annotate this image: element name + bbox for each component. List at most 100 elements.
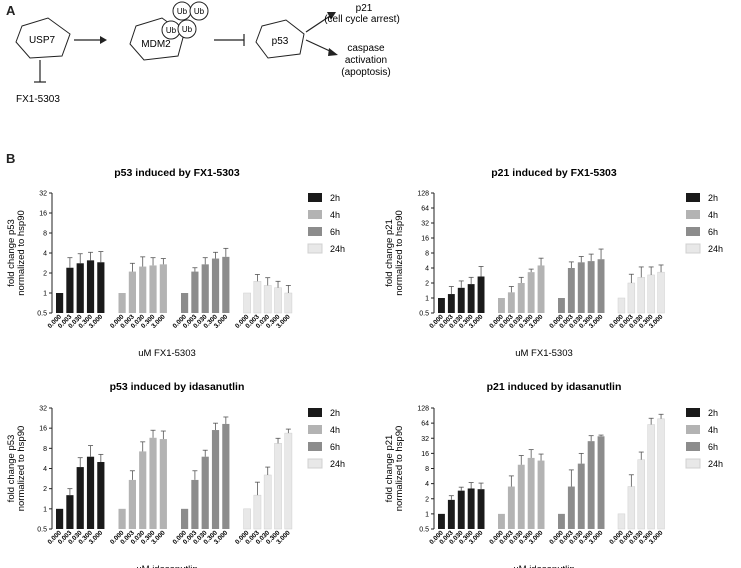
- bar-6h: [181, 293, 189, 313]
- legend-swatch-4h: [308, 425, 322, 434]
- bar-24h: [657, 271, 665, 314]
- y-tick-label: 1: [43, 506, 47, 513]
- y-tick-label: 4: [425, 481, 429, 488]
- bar-6h: [587, 261, 595, 313]
- legend-swatch-6h: [308, 227, 322, 236]
- legend-label-24h: 24h: [330, 244, 345, 254]
- bar-4h: [527, 457, 535, 529]
- legend-label-4h: 4h: [708, 210, 718, 220]
- legend-swatch-2h: [686, 193, 700, 202]
- arrow-p53-caspase: [305, 39, 333, 53]
- legend-swatch-4h: [308, 210, 322, 219]
- ub-circle-3: [189, 1, 209, 21]
- bar-24h: [627, 282, 636, 314]
- bar-4h: [517, 283, 525, 313]
- legend-label-24h: 24h: [708, 244, 723, 254]
- bar-4h: [139, 266, 147, 313]
- bar-6h: [222, 256, 230, 313]
- p53-label: p53: [272, 36, 289, 47]
- bar-2h: [477, 489, 485, 529]
- p53-node: [255, 19, 305, 59]
- bar-2h: [97, 462, 105, 529]
- bar-4h: [149, 437, 157, 529]
- pathway-diagram: USP7 FX1-5303 MDM2 Ub Ub Ub Ub p53 p21 (…: [15, 1, 400, 105]
- bar-24h: [253, 281, 262, 314]
- bar-2h: [56, 293, 64, 313]
- bar-4h: [149, 265, 157, 313]
- y-axis-label-line1: fold change p53: [6, 435, 17, 503]
- y-axis-label-line1: fold change p21: [384, 435, 395, 503]
- legend-swatch-24h: [307, 243, 323, 254]
- y-tick-label: 64: [421, 206, 429, 213]
- bar-24h: [637, 277, 645, 314]
- legend-label-6h: 6h: [708, 227, 718, 237]
- bar-6h: [201, 264, 209, 313]
- bar-24h: [284, 432, 293, 530]
- bar-6h: [191, 271, 199, 313]
- bar-6h: [567, 486, 575, 529]
- legend-label-2h: 2h: [330, 408, 340, 418]
- chart-p21-fx1: p21 induced by FX1-5303 0.5 1 2 4 8 16 32 64 128 f…: [370, 160, 741, 359]
- usp7-label: USP7: [29, 35, 56, 46]
- bar-4h: [159, 439, 167, 529]
- y-tick-label: 1: [425, 296, 429, 303]
- legend-swatch-2h: [308, 193, 322, 202]
- legend-swatch-2h: [308, 408, 322, 417]
- bar-24h: [617, 297, 626, 314]
- chart-title: p21 induced by FX1-5303: [491, 167, 617, 179]
- bar-6h: [577, 262, 585, 313]
- bar-24h: [284, 292, 293, 314]
- bar-4h: [118, 293, 126, 313]
- y-tick-label: 1: [425, 511, 429, 518]
- y-tick-label: 128: [417, 406, 429, 413]
- bar-24h: [263, 474, 272, 530]
- bar-2h: [467, 284, 475, 313]
- y-tick-label: 16: [421, 236, 429, 243]
- y-axis-label-line2: normalized to hsp90: [16, 426, 27, 512]
- legend-label-6h: 6h: [330, 227, 340, 237]
- ub-text-1: Ub: [166, 26, 177, 35]
- bar-2h: [438, 513, 445, 529]
- bar-4h: [498, 298, 505, 313]
- y-tick-label: 32: [421, 436, 429, 443]
- y-tick-label: 0.5: [419, 311, 429, 318]
- legend-label-4h: 4h: [330, 425, 340, 435]
- y-axis-label-line2: normalized to hsp90: [394, 426, 405, 512]
- bar-24h: [263, 285, 272, 314]
- legend-label-4h: 4h: [330, 210, 340, 220]
- bar-6h: [567, 268, 575, 313]
- bar-6h: [577, 463, 585, 529]
- chart-title: p21 induced by idasanutlin: [487, 381, 622, 393]
- bar-24h: [243, 292, 251, 314]
- ub-text-4: Ub: [182, 25, 193, 34]
- bar-6h: [181, 508, 189, 529]
- bar-6h: [211, 258, 220, 313]
- bar-4h: [139, 451, 147, 529]
- apoptosis-text: (apoptosis): [341, 67, 390, 78]
- y-tick-label: 2: [43, 486, 47, 493]
- bar-4h: [118, 508, 126, 529]
- x-axis-label: uM FX1-5303: [515, 348, 573, 359]
- y-tick-label: 16: [39, 426, 47, 433]
- y-tick-label: 32: [421, 221, 429, 228]
- y-tick-label: 8: [43, 231, 47, 238]
- panel-a-label: A: [6, 3, 16, 18]
- bar-6h: [558, 298, 565, 313]
- bar-6h: [597, 436, 605, 529]
- y-tick-label: 4: [43, 251, 47, 258]
- bar-2h: [56, 508, 64, 529]
- arrow-head-1: [100, 36, 107, 44]
- legend-swatch-6h: [308, 442, 322, 451]
- y-tick-label: 8: [425, 251, 429, 258]
- bar-6h: [558, 513, 565, 529]
- chart-p21-idasanutlin: p21 induced by idasanutlin 0.5 1 2 4 8 16 32 64 1…: [370, 374, 741, 568]
- y-tick-label: 32: [39, 191, 47, 198]
- y-tick-label: 128: [417, 191, 429, 198]
- legend-swatch-4h: [686, 425, 700, 434]
- chart-title: p53 induced by FX1-5303: [114, 167, 240, 179]
- bar-4h: [537, 265, 545, 313]
- bar-24h: [274, 287, 282, 314]
- bar-2h: [76, 467, 84, 529]
- bar-6h: [597, 259, 605, 313]
- y-tick-label: 0.5: [37, 311, 47, 318]
